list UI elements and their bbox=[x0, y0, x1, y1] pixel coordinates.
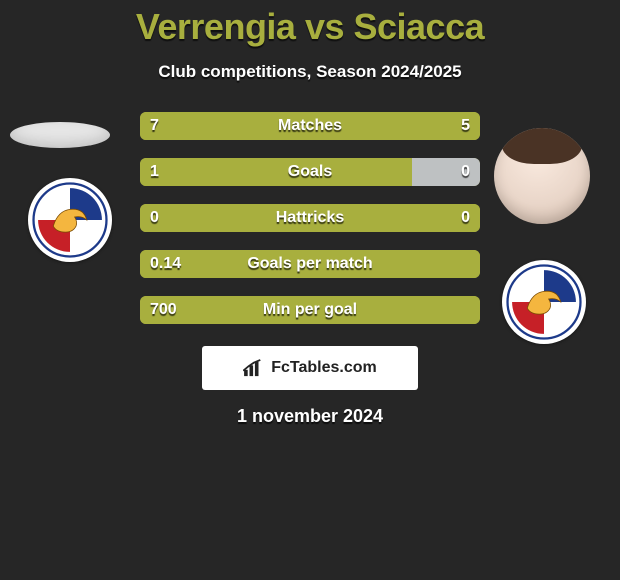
stat-value-right: 0 bbox=[461, 163, 470, 181]
watermark: FcTables.com bbox=[202, 346, 418, 390]
stat-label: Matches bbox=[140, 117, 480, 135]
club-badge-right bbox=[502, 260, 586, 344]
page-title: Verrengia vs Sciacca bbox=[0, 0, 620, 48]
bars-icon bbox=[243, 359, 265, 377]
stat-value-left: 0 bbox=[150, 209, 159, 227]
stat-label: Goals bbox=[140, 163, 480, 181]
stat-value-left: 0.14 bbox=[150, 255, 181, 273]
club-badge-left bbox=[28, 178, 112, 262]
club-crest-icon bbox=[506, 264, 582, 340]
stat-row: Min per goal700 bbox=[140, 296, 480, 324]
watermark-text: FcTables.com bbox=[271, 359, 377, 377]
club-crest-icon bbox=[32, 182, 108, 258]
player-right-avatar bbox=[494, 128, 590, 224]
stat-row: Matches7 5 bbox=[140, 112, 480, 140]
stat-value-left: 7 bbox=[150, 117, 159, 135]
stat-row: Goals per match0.14 bbox=[140, 250, 480, 278]
player-left-avatar bbox=[10, 122, 110, 148]
stat-value-right: 0 bbox=[461, 209, 470, 227]
stat-row: Goals1 0 bbox=[140, 158, 480, 186]
stat-label: Min per goal bbox=[140, 301, 480, 319]
stat-value-left: 700 bbox=[150, 301, 177, 319]
stat-label: Hattricks bbox=[140, 209, 480, 227]
stat-value-left: 1 bbox=[150, 163, 159, 181]
footer-date: 1 november 2024 bbox=[0, 406, 620, 427]
stat-value-right: 5 bbox=[461, 117, 470, 135]
stat-label: Goals per match bbox=[140, 255, 480, 273]
stats-panel: Matches75Goals10Hattricks00Goals per mat… bbox=[140, 112, 480, 324]
subtitle: Club competitions, Season 2024/2025 bbox=[0, 62, 620, 82]
stat-row: Hattricks0 0 bbox=[140, 204, 480, 232]
